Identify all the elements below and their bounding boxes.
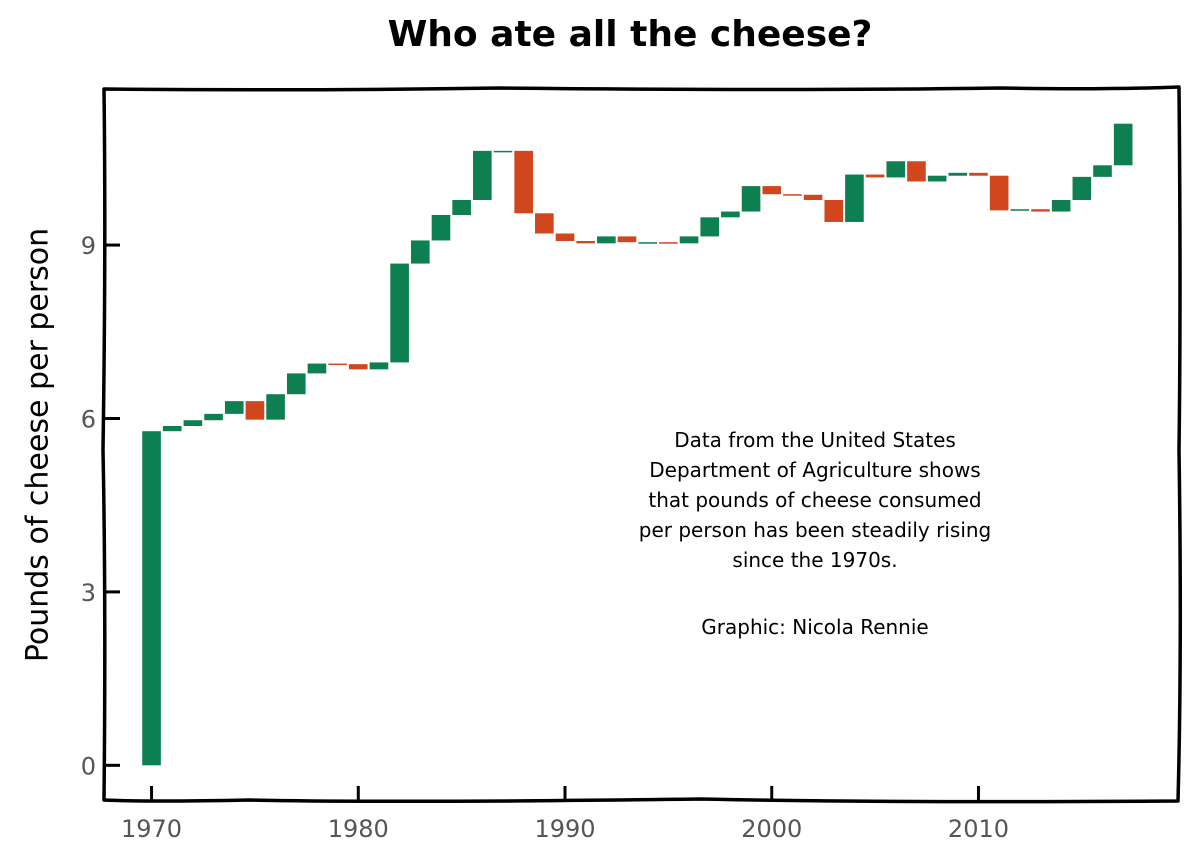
bar-1995	[659, 242, 678, 244]
x-tick-label-2010: 2010	[948, 815, 1009, 843]
credit-text: Graphic: Nicola Rennie	[701, 615, 929, 639]
bar-1997	[700, 217, 720, 237]
y-tick-label-0: 0	[81, 752, 96, 780]
bar-1982	[390, 263, 409, 363]
x-tick-label-1980: 1980	[328, 815, 389, 843]
bar-1986	[473, 150, 492, 200]
bar-1987	[493, 150, 513, 153]
x-tick-label-2000: 2000	[741, 815, 802, 843]
y-axis-ticks: 0 3 6 9	[81, 232, 120, 780]
bar-2017	[1113, 123, 1133, 166]
bar-1975	[245, 401, 265, 420]
bar-2010	[969, 172, 988, 176]
bar-1984	[431, 215, 451, 241]
bar-2004	[845, 174, 864, 222]
bar-2009	[948, 172, 968, 176]
bar-2013	[1031, 209, 1050, 212]
bar-1980	[348, 364, 368, 370]
bar-1990	[555, 233, 575, 242]
bar-1979	[328, 363, 347, 366]
bar-1998	[721, 211, 740, 218]
bar-1991	[576, 241, 595, 244]
bar-1977	[286, 373, 306, 395]
annotation-text: Data from the United States Department o…	[638, 428, 992, 572]
y-tick-label-6: 6	[81, 405, 96, 433]
bar-2005	[865, 174, 885, 178]
x-tick-label-1990: 1990	[534, 815, 595, 843]
plot-frame	[101, 85, 1183, 804]
bar-1988	[514, 150, 533, 214]
bar-2006	[886, 161, 906, 178]
x-tick-label-1970: 1970	[121, 815, 182, 843]
bar-1974	[224, 401, 244, 414]
bar-2003	[824, 199, 844, 222]
bar-2002	[803, 194, 823, 200]
bar-2011	[989, 175, 1009, 211]
y-tick-label-9: 9	[81, 232, 96, 260]
bar-2012	[1010, 209, 1030, 211]
bars-group	[142, 123, 1133, 766]
bar-1976	[266, 394, 285, 420]
bar-2016	[1093, 165, 1112, 177]
bar-2008	[927, 175, 947, 182]
y-tick-label-3: 3	[81, 579, 96, 607]
bar-1971	[162, 426, 182, 432]
bar-1985	[452, 199, 471, 216]
bar-2015	[1072, 176, 1092, 200]
bar-1983	[410, 240, 430, 264]
bar-2007	[907, 161, 926, 182]
bar-1989	[535, 213, 554, 234]
bar-1993	[617, 236, 637, 243]
bar-2000	[762, 186, 782, 195]
bar-1996	[679, 236, 699, 244]
bar-1992	[597, 236, 616, 244]
chart-title: Who ate all the cheese?	[387, 14, 873, 55]
x-axis-ticks: 1970 1980 1990 2000 2010	[121, 786, 1009, 843]
bar-1981	[369, 362, 389, 370]
bar-1973	[204, 413, 223, 421]
bar-1994	[638, 242, 658, 244]
bar-1999	[741, 186, 761, 212]
bar-2014	[1051, 199, 1071, 212]
bar-2001	[783, 194, 802, 196]
bar-1978	[307, 363, 327, 374]
bar-1970	[142, 431, 161, 766]
bar-1972	[183, 420, 203, 427]
